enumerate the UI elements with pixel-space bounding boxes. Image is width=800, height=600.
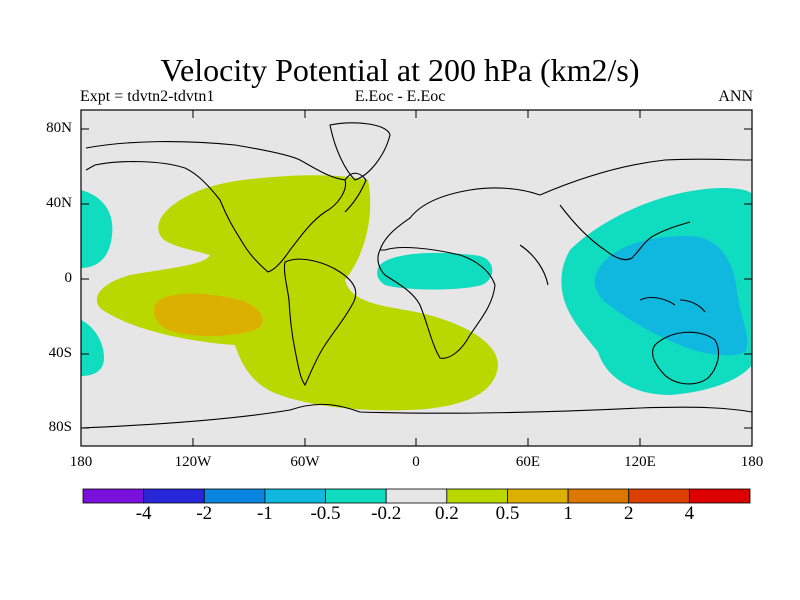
lat-label-40n: 40N	[46, 195, 72, 211]
case-label: E.Eoc - E.Eoc	[354, 88, 446, 105]
colorbar-label: 0.5	[495, 503, 520, 524]
colorbar-label: -4	[135, 503, 152, 524]
central-pacific-maximum	[153, 293, 263, 336]
colorbar-swatch	[628, 488, 690, 504]
dateline-negative-west-south	[81, 320, 104, 376]
colorbar-label: 0.2	[434, 503, 459, 524]
colorbar-swatch	[203, 488, 266, 504]
colorbar-label: 2	[623, 503, 634, 524]
coastline-europe-africa	[377, 187, 541, 359]
colorbar-swatch	[385, 488, 448, 504]
colorbar-swatch	[446, 488, 508, 504]
lon-label-180w: 180	[69, 454, 93, 470]
contour-fields	[81, 175, 752, 411]
coastline-asia	[519, 158, 752, 286]
coastline-north-america	[85, 141, 367, 273]
experiment-label: Expt = tdvtn2-tdvtn1	[80, 88, 215, 105]
lon-label-180e: 180	[740, 454, 764, 470]
lon-label-60w: 60W	[290, 454, 320, 470]
lon-label-0: 0	[412, 454, 420, 470]
coastline-australia	[652, 331, 720, 385]
colorbar-swatch	[325, 488, 387, 504]
west-pacific-minimum	[594, 235, 748, 356]
coastlines	[81, 122, 752, 429]
coastline-south-america	[283, 258, 357, 387]
map-title: Velocity Potential at 200 hPa (km2/s)	[160, 52, 640, 88]
coastline-greenland	[329, 122, 391, 181]
colorbar-label: -1	[256, 503, 273, 524]
lon-label-120e: 120E	[624, 454, 656, 470]
lat-tick-marks	[81, 128, 752, 429]
lon-tick-marks	[192, 110, 641, 446]
colorbar-label: 1	[563, 503, 573, 524]
colorbar-swatch	[567, 488, 630, 504]
lat-label-0: 0	[64, 270, 73, 286]
colorbar-swatch	[82, 488, 145, 504]
africa-negative	[377, 252, 493, 290]
colorbar-swatch	[264, 488, 326, 504]
lat-label-80s: 80S	[48, 419, 72, 435]
colorbar-label: -2	[196, 503, 213, 524]
lat-label-80n: 80N	[46, 120, 72, 136]
lon-label-60e: 60E	[515, 454, 541, 470]
dateline-negative-west	[81, 190, 113, 268]
lat-label-40s: 40S	[48, 345, 72, 361]
colorbar	[82, 488, 751, 504]
colorbar-label: -0.5	[310, 503, 341, 524]
coastline-antarctica	[81, 403, 752, 429]
east-pacific-positive	[96, 175, 499, 411]
colorbar-swatch	[688, 488, 751, 504]
coastline-maritime-continent	[639, 296, 706, 313]
colorbar-label: 4	[684, 503, 695, 524]
lon-label-120w: 120W	[174, 454, 212, 470]
season-label: ANN	[718, 88, 753, 105]
colorbar-swatch	[143, 488, 205, 504]
colorbar-swatch	[507, 488, 569, 504]
colorbar-label: -0.2	[371, 503, 402, 524]
